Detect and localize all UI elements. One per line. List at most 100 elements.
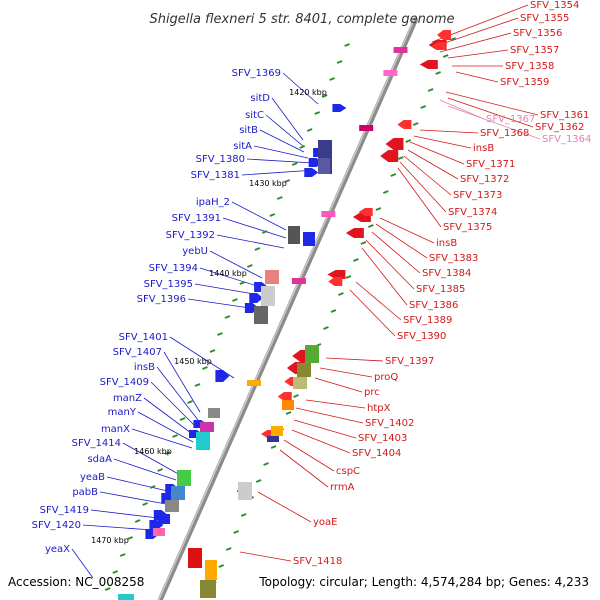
gene-arrow-red bbox=[431, 42, 446, 50]
left-gene-label: manY bbox=[108, 407, 137, 418]
gene-block bbox=[188, 548, 202, 568]
right-gene-label: SFV_1357 bbox=[510, 45, 559, 56]
tick-mark bbox=[338, 292, 344, 296]
left-gene-label: SFV_1391 bbox=[172, 213, 221, 224]
connector-line bbox=[355, 281, 402, 321]
right-gene-label: SFV_1383 bbox=[429, 253, 478, 264]
tick-mark bbox=[336, 60, 343, 64]
gene-arrow-red bbox=[437, 30, 451, 40]
gene-block bbox=[118, 594, 134, 600]
kbp-label: 1470 kbp bbox=[91, 536, 129, 545]
right-gene-label: proQ bbox=[374, 372, 398, 383]
tick-mark bbox=[285, 411, 292, 415]
tick-mark bbox=[367, 224, 374, 228]
connector-line bbox=[216, 234, 285, 249]
right-gene-label: SFV_1362 bbox=[535, 122, 584, 133]
connector-line bbox=[265, 114, 304, 147]
connector-line bbox=[397, 167, 442, 228]
left-gene-label: SFV_1381 bbox=[191, 170, 240, 181]
left-gene-label: sitC bbox=[245, 110, 264, 121]
connector-line bbox=[271, 97, 304, 141]
tick-mark bbox=[397, 156, 404, 160]
left-gene-label: ipaH_2 bbox=[196, 197, 230, 208]
left-gene-label: sitB bbox=[239, 125, 258, 136]
tick-mark bbox=[187, 400, 193, 404]
gene-block bbox=[200, 580, 216, 598]
left-gene-label: yeaB bbox=[80, 472, 105, 483]
gene-features bbox=[118, 30, 451, 600]
connector-line bbox=[222, 217, 287, 239]
tick-mark bbox=[284, 179, 291, 183]
tick-mark bbox=[360, 241, 367, 245]
connector-line bbox=[325, 357, 384, 362]
tick-mark bbox=[435, 71, 442, 75]
tick-mark bbox=[306, 128, 313, 132]
connector-line bbox=[131, 428, 193, 449]
tick-mark bbox=[127, 536, 134, 540]
tick-mark bbox=[276, 196, 283, 200]
gene-block bbox=[293, 377, 307, 389]
connector-line bbox=[349, 289, 396, 337]
connector-line bbox=[82, 524, 153, 531]
left-gene-label: SFV_1395 bbox=[144, 279, 193, 290]
right-gene-label: SFV_1367 bbox=[486, 114, 535, 125]
gene-box bbox=[393, 47, 408, 53]
tick-mark bbox=[344, 43, 350, 47]
tick-mark bbox=[194, 383, 201, 387]
tick-mark bbox=[263, 462, 269, 466]
connector-line bbox=[246, 158, 314, 164]
connector-line bbox=[293, 419, 357, 439]
left-gene-label: manZ bbox=[113, 393, 142, 404]
right-gene-label: SFV_1373 bbox=[453, 190, 502, 201]
right-gene-label: SFV_1356 bbox=[513, 28, 562, 39]
connector-line bbox=[122, 442, 183, 477]
connector-line bbox=[106, 476, 173, 493]
connector-line bbox=[137, 411, 194, 443]
tick-mark bbox=[112, 570, 119, 574]
connector-line bbox=[259, 129, 305, 153]
tick-mark bbox=[172, 434, 178, 438]
tick-mark bbox=[291, 162, 298, 166]
kbp-label: 1460 kbp bbox=[134, 447, 172, 456]
accession-text: Accession: NC_008258 bbox=[8, 575, 144, 589]
connector-line bbox=[447, 97, 534, 128]
connector-line bbox=[439, 32, 512, 53]
gene-block bbox=[196, 432, 210, 450]
gene-arrow-red bbox=[358, 208, 373, 216]
right-gene-label: SFV_1354 bbox=[530, 0, 579, 11]
connector-line bbox=[295, 407, 364, 424]
connector-line bbox=[365, 239, 415, 290]
left-gene-label: SFV_1420 bbox=[32, 520, 81, 531]
gene-block bbox=[288, 226, 300, 244]
connector-line bbox=[435, 17, 519, 47]
gene-box bbox=[247, 380, 261, 386]
gene-arrow-red bbox=[397, 120, 412, 129]
tick-mark bbox=[352, 258, 359, 262]
connector-line bbox=[445, 91, 539, 116]
backbone-highlight bbox=[158, 19, 415, 600]
tick-mark bbox=[427, 88, 434, 92]
right-gene-label: SFV_1385 bbox=[416, 284, 465, 295]
right-gene-label: SFV_1361 bbox=[540, 110, 589, 121]
connector-line bbox=[71, 548, 94, 579]
connector-line bbox=[199, 267, 258, 287]
kbp-label: 1440 kbp bbox=[209, 269, 247, 278]
left-gene-label: manX bbox=[101, 424, 130, 435]
connector-line bbox=[319, 367, 373, 378]
tick-mark bbox=[270, 445, 277, 449]
tick-mark bbox=[323, 326, 329, 330]
tick-mark bbox=[375, 207, 382, 211]
gene-arrow-blue bbox=[249, 293, 264, 303]
tick-mark bbox=[233, 530, 240, 534]
connector-line bbox=[314, 377, 363, 393]
gene-box bbox=[321, 211, 336, 217]
gene-block bbox=[153, 528, 165, 536]
tick-mark bbox=[299, 145, 306, 149]
connector-line bbox=[419, 129, 479, 134]
tick-mark bbox=[239, 281, 246, 285]
gene-box bbox=[291, 278, 306, 284]
kbp-label: 1430 kbp bbox=[249, 179, 287, 188]
tick-mark bbox=[179, 417, 186, 421]
